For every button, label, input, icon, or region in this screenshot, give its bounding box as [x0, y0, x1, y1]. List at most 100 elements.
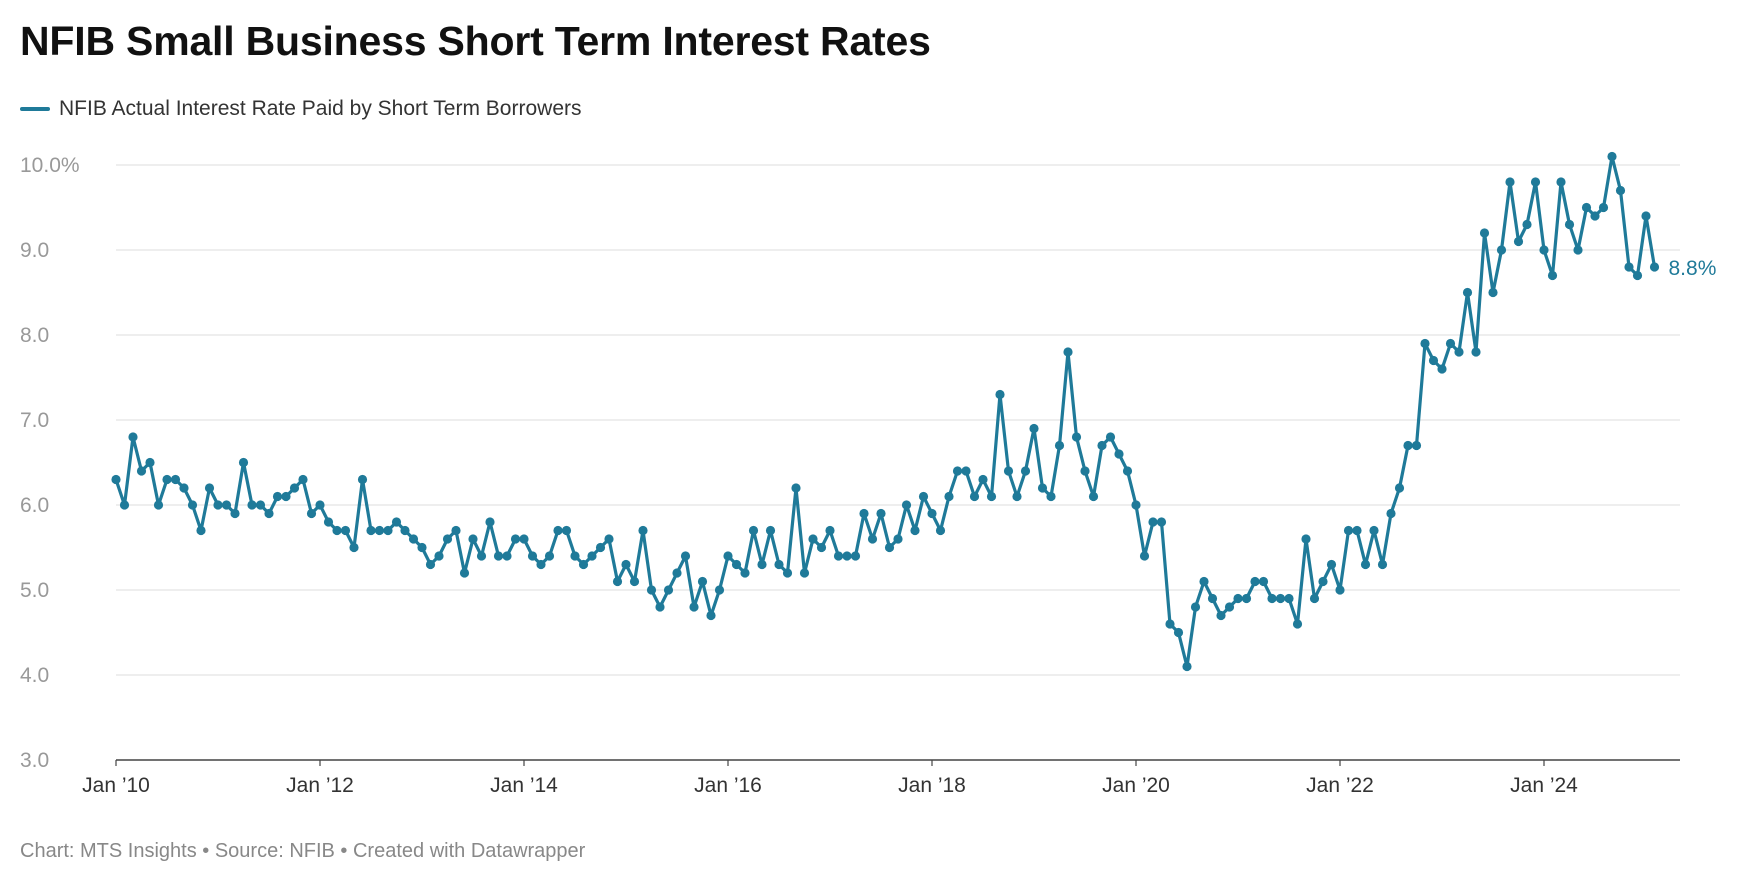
- data-point: [570, 551, 580, 561]
- data-point: [272, 491, 283, 502]
- data-point: [1386, 508, 1396, 519]
- data-point: [1148, 517, 1158, 527]
- data-point: [442, 534, 453, 544]
- x-tick-label: Jan ’22: [1306, 774, 1374, 797]
- data-point: [196, 525, 206, 536]
- data-point: [969, 491, 980, 502]
- data-point: [476, 551, 487, 561]
- data-point: [315, 500, 325, 510]
- end-value-label: 8.8%: [1669, 257, 1717, 280]
- data-point: [349, 542, 359, 553]
- data-point: [1029, 423, 1039, 434]
- data-point: [1352, 525, 1362, 536]
- x-tick-label: Jan ’16: [694, 774, 762, 797]
- data-point: [221, 500, 232, 510]
- data-point: [1488, 287, 1498, 298]
- data-point: [935, 525, 946, 536]
- data-point: [204, 483, 215, 493]
- data-point: [1377, 559, 1388, 570]
- data-point: [1080, 466, 1090, 476]
- data-point: [1581, 202, 1592, 213]
- data-point: [1649, 262, 1660, 272]
- data-point: [408, 534, 419, 544]
- data-point: [1267, 593, 1277, 604]
- data-point: [961, 466, 971, 476]
- data-point: [1607, 151, 1617, 162]
- data-point: [323, 517, 334, 527]
- data-point: [927, 508, 937, 519]
- data-point: [1190, 602, 1201, 612]
- data-point: [944, 491, 954, 502]
- x-tick-label: Jan ’24: [1510, 774, 1578, 797]
- data-point: [1624, 262, 1634, 272]
- data-point: [697, 576, 708, 587]
- chart-title: NFIB Small Business Short Term Interest …: [20, 18, 931, 64]
- data-point: [1335, 585, 1345, 595]
- data-point: [1241, 593, 1252, 604]
- data-point: [1411, 440, 1422, 451]
- data-point: [1012, 491, 1022, 502]
- y-tick-label: 8.0: [20, 324, 49, 347]
- data-point: [1233, 593, 1243, 604]
- data-point: [765, 525, 776, 536]
- data-point: [383, 525, 393, 536]
- x-tick-label: Jan ’10: [82, 774, 150, 797]
- data-point: [153, 500, 164, 510]
- data-point: [808, 534, 818, 544]
- data-point: [612, 576, 623, 587]
- data-point: [1318, 576, 1328, 587]
- data-point: [859, 508, 869, 519]
- data-point: [1437, 364, 1447, 374]
- data-point: [595, 542, 606, 553]
- data-point: [1547, 270, 1558, 281]
- data-point: [1284, 593, 1294, 604]
- data-point: [553, 525, 563, 536]
- data-point: [230, 508, 240, 519]
- data-point: [1471, 347, 1481, 357]
- data-point: [1462, 287, 1473, 298]
- data-point: [536, 559, 546, 570]
- data-point: [952, 466, 963, 476]
- data-point: [1258, 576, 1269, 587]
- data-point: [561, 525, 572, 536]
- x-tick-label: Jan ’18: [898, 774, 966, 797]
- data-point: [238, 457, 249, 468]
- data-point: [1207, 593, 1218, 604]
- data-point: [1292, 619, 1303, 629]
- data-point: [434, 551, 444, 561]
- data-point: [417, 542, 427, 553]
- data-point: [111, 474, 121, 485]
- data-point: [179, 483, 189, 493]
- data-point: [1573, 245, 1583, 255]
- data-point: [655, 602, 665, 612]
- data-point: [782, 568, 793, 578]
- data-point: [995, 389, 1005, 400]
- data-point: [1003, 466, 1014, 476]
- data-point: [1173, 627, 1184, 638]
- data-point: [714, 585, 725, 595]
- data-point: [816, 542, 827, 553]
- data-point: [247, 500, 257, 510]
- data-point: [1309, 593, 1320, 604]
- legend: NFIB Actual Interest Rate Paid by Short …: [20, 97, 582, 121]
- data-point: [1199, 576, 1209, 587]
- y-tick-label: 4.0: [20, 664, 49, 687]
- data-point: [298, 474, 308, 485]
- data-point: [1556, 177, 1566, 187]
- data-point: [170, 474, 181, 485]
- data-point: [1037, 483, 1048, 493]
- data-point: [731, 559, 742, 570]
- data-point: [1522, 219, 1532, 230]
- data-point: [1326, 559, 1337, 570]
- data-point: [459, 568, 470, 578]
- data-point: [604, 534, 614, 544]
- data-point: [1615, 185, 1626, 196]
- data-point: [510, 534, 521, 544]
- data-point: [1394, 483, 1405, 493]
- data-point: [340, 525, 351, 536]
- data-point: [502, 551, 512, 561]
- data-point: [740, 568, 750, 578]
- data-point: [774, 559, 784, 570]
- data-point: [1097, 440, 1107, 451]
- data-point: [1539, 245, 1549, 255]
